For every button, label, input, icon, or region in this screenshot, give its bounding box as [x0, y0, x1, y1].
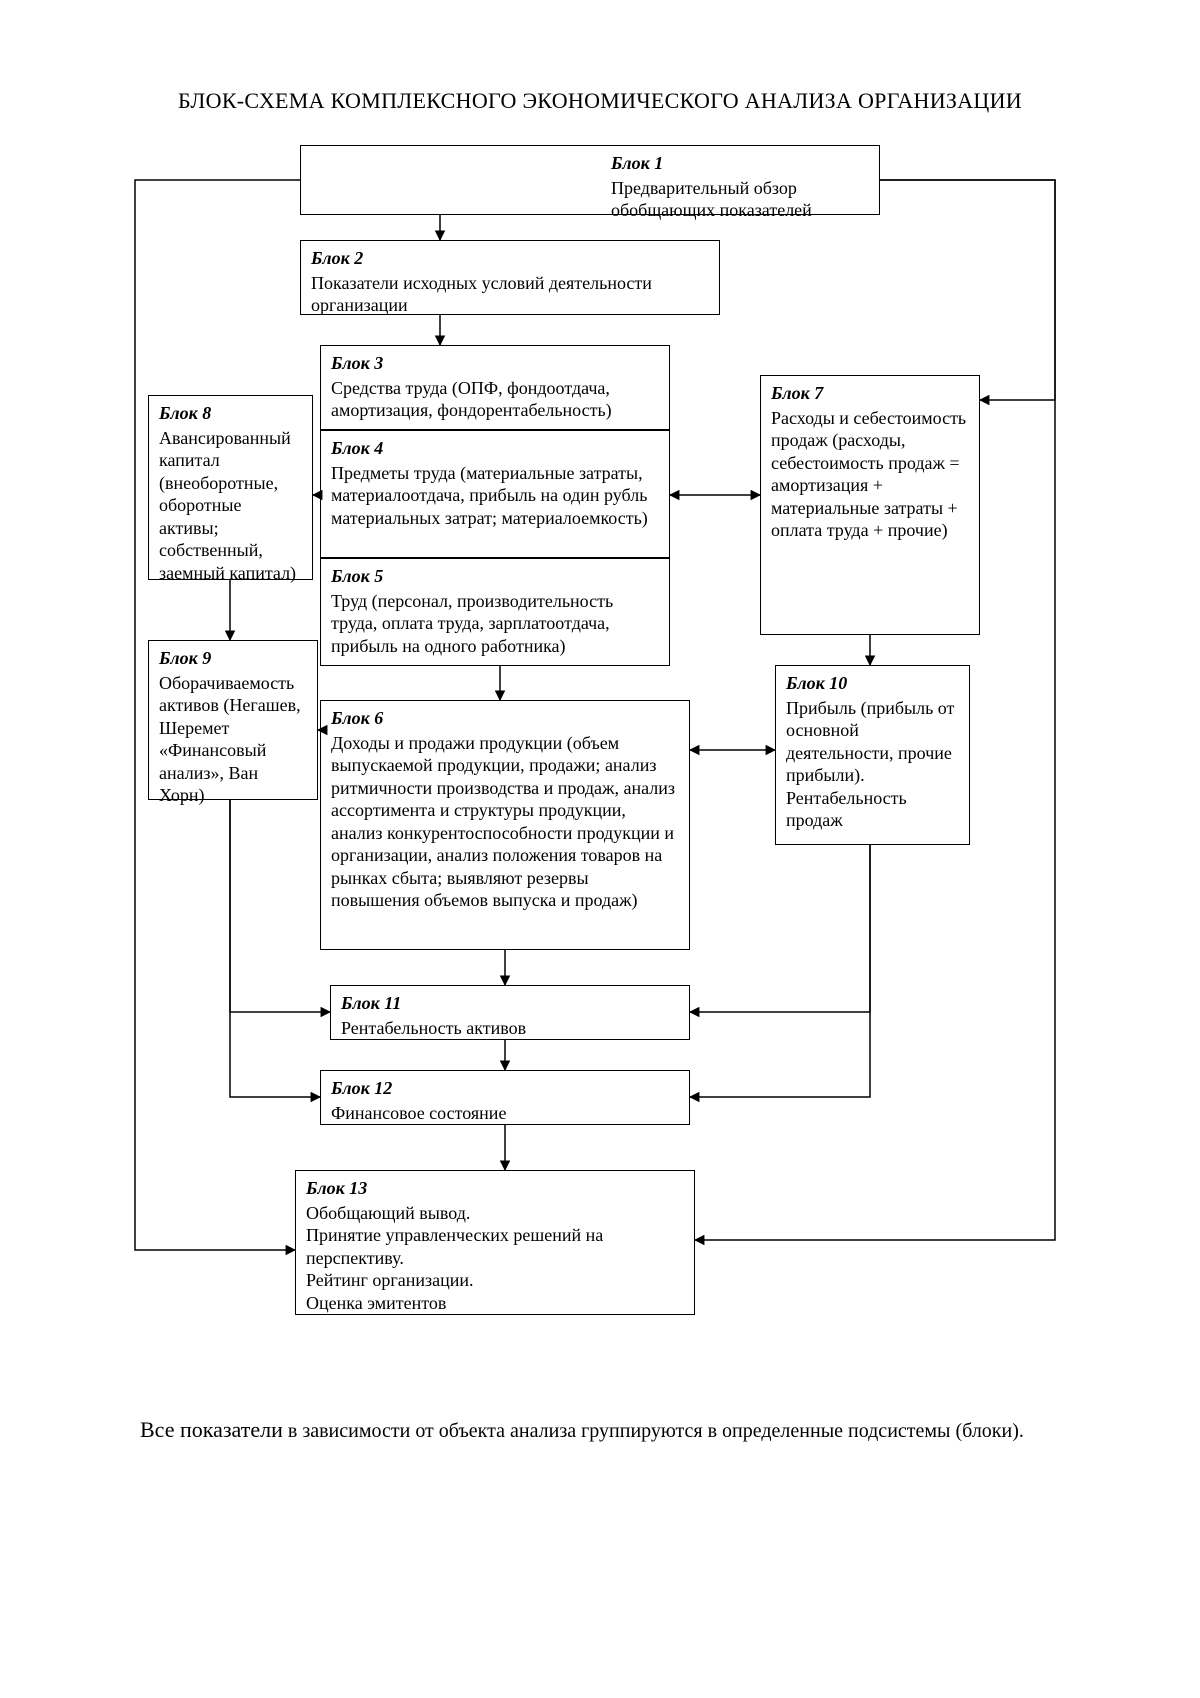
block-2-text: Показатели исходных условий деятельности… — [311, 272, 709, 317]
block-10: Блок 10Прибыль (прибыль от основной деят… — [775, 665, 970, 845]
block-10-text: Прибыль (прибыль от основной деятельност… — [786, 697, 959, 832]
block-7: Блок 7Расходы и себестоимость продаж (ра… — [760, 375, 980, 635]
block-5-label: Блок 5 — [331, 565, 659, 588]
block-4: Блок 4Предметы труда (материальные затра… — [320, 430, 670, 558]
block-11: Блок 11Рентабельность активов — [330, 985, 690, 1040]
block-6-label: Блок 6 — [331, 707, 679, 730]
block-3: Блок 3Средства труда (ОПФ, фондоотдача, … — [320, 345, 670, 430]
block-11-label: Блок 11 — [341, 992, 679, 1015]
block-5: Блок 5Труд (персонал, производительность… — [320, 558, 670, 666]
block-12-text: Финансовое состояние — [331, 1102, 679, 1125]
footer-rest: в зависимости от объекта анализа группир… — [283, 1420, 1024, 1442]
block-12: Блок 12Финансовое состояние — [320, 1070, 690, 1125]
block-1-label: Блок 1 — [611, 152, 869, 175]
block-8-label: Блок 8 — [159, 402, 302, 425]
edge-b10_down_b11 — [690, 845, 870, 1012]
block-4-text: Предметы труда (материальные затраты, ма… — [331, 462, 659, 530]
block-13-label: Блок 13 — [306, 1177, 684, 1200]
block-9-label: Блок 9 — [159, 647, 307, 670]
block-3-label: Блок 3 — [331, 352, 659, 375]
edge-b10_down_b12 — [690, 845, 870, 1097]
edge-right_rail_b1_to_b7 — [880, 180, 1055, 400]
page: БЛОК-СХЕМА КОМПЛЕКСНОГО ЭКОНОМИЧЕСКОГО А… — [0, 0, 1200, 1698]
block-7-text: Расходы и себестоимость продаж (расходы,… — [771, 407, 969, 542]
block-8-text: Авансированный капитал (внеоборотные, об… — [159, 427, 302, 585]
block-3-text: Средства труда (ОПФ, фондоотдача, аморти… — [331, 377, 659, 422]
block-6-text: Доходы и продажи продукции (объем выпуск… — [331, 732, 679, 912]
block-2-label: Блок 2 — [311, 247, 709, 270]
block-13: Блок 13Обобщающий вывод.Принятие управле… — [295, 1170, 695, 1315]
block-13-text: Обобщающий вывод.Принятие управленческих… — [306, 1202, 684, 1315]
block-2: Блок 2Показатели исходных условий деятел… — [300, 240, 720, 315]
edge-b9_down_b12 — [230, 800, 320, 1097]
block-1: Блок 1Предварительный обзор обобщающих п… — [300, 145, 880, 215]
edge-b9_down_b11 — [230, 800, 330, 1012]
block-11-text: Рентабельность активов — [341, 1017, 679, 1040]
page-title: БЛОК-СХЕМА КОМПЛЕКСНОГО ЭКОНОМИЧЕСКОГО А… — [150, 88, 1050, 114]
block-10-label: Блок 10 — [786, 672, 959, 695]
block-4-label: Блок 4 — [331, 437, 659, 460]
block-9-text: Оборачиваемость активов (Негашев, Шереме… — [159, 672, 307, 807]
block-9: Блок 9Оборачиваемость активов (Негашев, … — [148, 640, 318, 800]
footer-text: Все показатели в зависимости от объекта … — [140, 1415, 1060, 1445]
block-6: Блок 6Доходы и продажи продукции (объем … — [320, 700, 690, 950]
block-5-text: Труд (персонал, производительность труда… — [331, 590, 659, 658]
block-1-text: Предварительный обзор обобщающих показат… — [611, 177, 869, 222]
footer-lead: Все показатели — [140, 1417, 283, 1442]
block-8: Блок 8Авансированный капитал (внеоборотн… — [148, 395, 313, 580]
block-7-label: Блок 7 — [771, 382, 969, 405]
block-12-label: Блок 12 — [331, 1077, 679, 1100]
